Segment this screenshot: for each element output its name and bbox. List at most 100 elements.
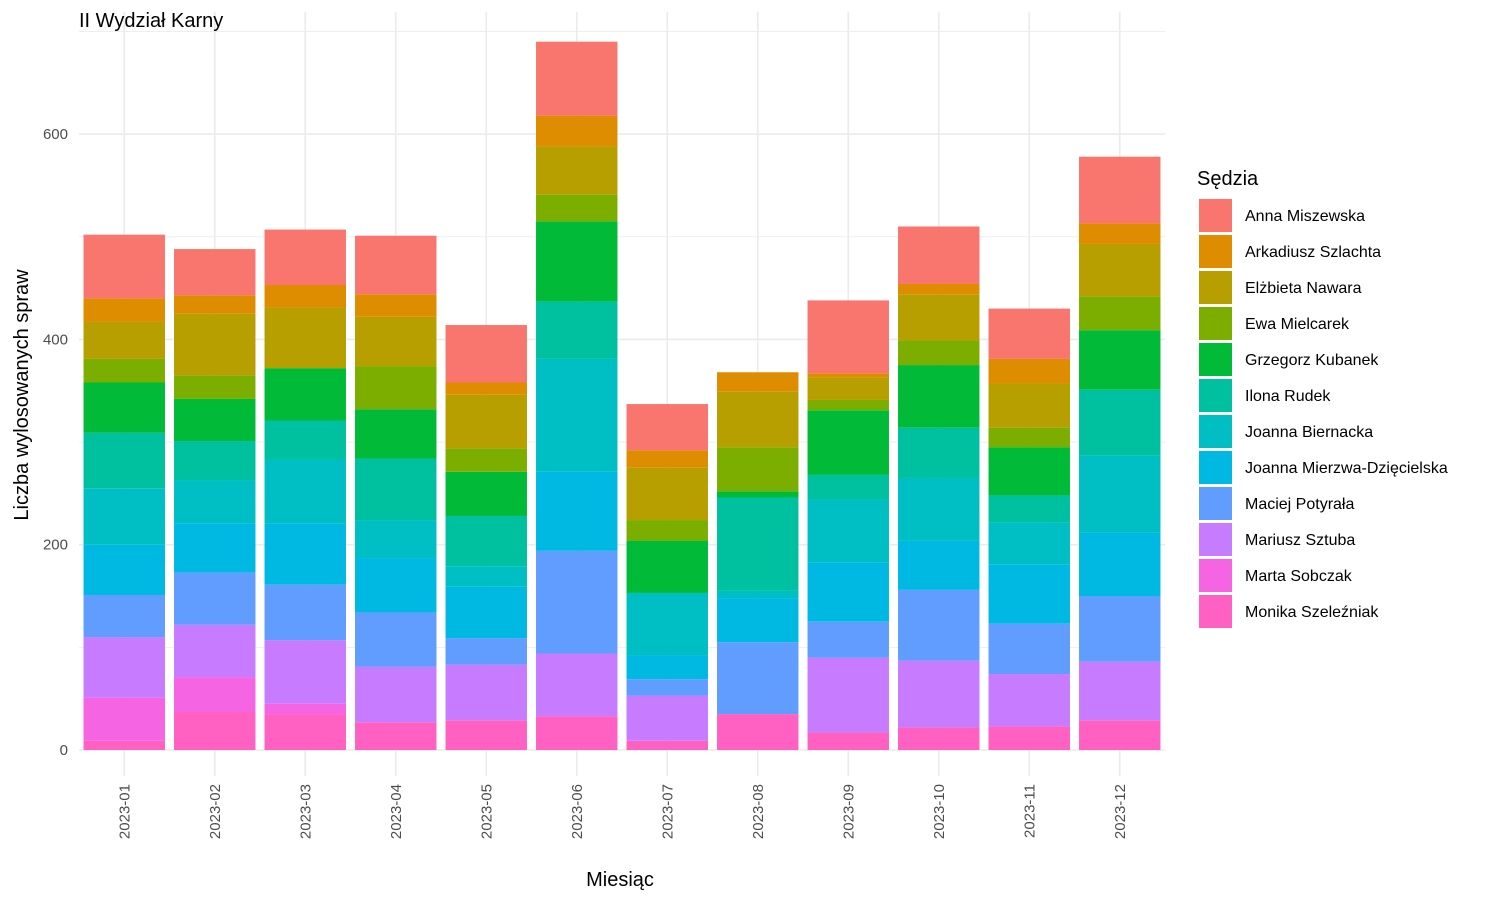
legend-swatch bbox=[1199, 379, 1232, 412]
bar-segment bbox=[717, 447, 799, 492]
bar-segment bbox=[445, 566, 527, 587]
bar-segment bbox=[626, 540, 708, 593]
bar-segment bbox=[536, 146, 618, 195]
bar-segment bbox=[536, 221, 618, 302]
bar-segment bbox=[988, 308, 1070, 359]
bar-segment bbox=[898, 660, 980, 728]
bar-segment bbox=[898, 294, 980, 341]
bar-segment bbox=[1079, 661, 1161, 721]
bar-segment bbox=[445, 515, 527, 567]
bar-segment bbox=[264, 523, 346, 585]
legend-title: Sędzia bbox=[1197, 168, 1259, 190]
bar-segment bbox=[1079, 532, 1161, 597]
bar-segment bbox=[536, 653, 618, 717]
legend-swatch bbox=[1199, 451, 1232, 484]
legend-swatch bbox=[1199, 415, 1232, 448]
bar-segment bbox=[988, 726, 1070, 750]
bar-segment bbox=[355, 666, 437, 723]
bar-stack-2023-06 bbox=[536, 41, 618, 750]
bar-segment bbox=[807, 377, 889, 400]
bar-segment bbox=[626, 740, 708, 750]
bar-segment bbox=[1079, 596, 1161, 662]
y-axis-ticks: 0 200 400 600 bbox=[43, 126, 68, 759]
bar-segment bbox=[264, 640, 346, 704]
bar-segment bbox=[807, 621, 889, 658]
bar-segment bbox=[355, 294, 437, 317]
x-tick-label: 2023-07 bbox=[659, 784, 676, 839]
bar-segment bbox=[807, 732, 889, 750]
bar-segment bbox=[898, 340, 980, 366]
bar-segment bbox=[355, 520, 437, 559]
x-tick-label: 2023-10 bbox=[931, 784, 948, 839]
legend-swatch bbox=[1199, 307, 1232, 340]
bar-segment bbox=[264, 368, 346, 421]
bar-segment bbox=[626, 592, 708, 656]
bar-segment bbox=[445, 448, 527, 472]
legend-swatch bbox=[1199, 271, 1232, 304]
bar-segment bbox=[717, 372, 799, 392]
y-tick-label: 0 bbox=[60, 742, 68, 759]
legend-swatch bbox=[1199, 523, 1232, 556]
x-axis-ticks: 2023-01 2023-02 2023-03 2023-04 2023-05 2023-… bbox=[116, 784, 1129, 839]
bar-segment bbox=[264, 307, 346, 369]
legend-label: Elżbieta Nawara bbox=[1245, 280, 1362, 297]
bar-segment bbox=[355, 366, 437, 410]
bar-segment bbox=[174, 249, 256, 296]
bar-segment bbox=[626, 695, 708, 741]
bar-stack-2023-04 bbox=[355, 235, 437, 750]
bar-segment bbox=[83, 488, 165, 545]
bar-segment bbox=[83, 697, 165, 741]
x-tick-label: 2023-09 bbox=[840, 784, 857, 839]
bar-segment bbox=[174, 398, 256, 442]
bar-segment bbox=[174, 375, 256, 399]
bar-stack-2023-11 bbox=[988, 308, 1070, 750]
legend-label: Ewa Mielcarek bbox=[1245, 316, 1350, 333]
legend: Sędzia Anna Miszewska Arkadiusz Szlachta E… bbox=[1197, 168, 1448, 628]
bar-segment bbox=[83, 432, 165, 489]
bar-segment bbox=[445, 394, 527, 449]
x-axis-title: Miesiąc bbox=[586, 869, 654, 891]
bar-segment bbox=[355, 235, 437, 295]
bar-segment bbox=[898, 226, 980, 284]
y-axis-title: Liczba wylosowanych spraw bbox=[11, 269, 33, 521]
bar-segment bbox=[174, 624, 256, 678]
bar-segment bbox=[445, 720, 527, 750]
bar-segment bbox=[988, 383, 1070, 428]
bar-segment bbox=[536, 716, 618, 750]
bar-segment bbox=[988, 495, 1070, 523]
bar-segment bbox=[626, 520, 708, 541]
bar-stack-2023-12 bbox=[1079, 156, 1161, 750]
bar-segment bbox=[83, 298, 165, 322]
bar-stack-2023-01 bbox=[83, 234, 165, 750]
legend-label: Arkadiusz Szlachta bbox=[1245, 244, 1381, 261]
legend-label: Joanna Mierzwa-Dzięcielska bbox=[1245, 460, 1448, 477]
legend-swatch bbox=[1199, 235, 1232, 268]
bar-segment bbox=[445, 586, 527, 639]
x-tick-label: 2023-02 bbox=[207, 784, 224, 839]
bar-stack-2023-10 bbox=[898, 226, 980, 750]
legend-swatch bbox=[1199, 487, 1232, 520]
bar-stack-2023-09 bbox=[807, 300, 889, 750]
bar-segment bbox=[898, 727, 980, 750]
bar-segment bbox=[807, 499, 889, 563]
bar-segment bbox=[717, 642, 799, 715]
bar-segment bbox=[445, 664, 527, 721]
bar-segment bbox=[626, 655, 708, 680]
x-tick-label: 2023-08 bbox=[750, 784, 767, 839]
bar-segment bbox=[626, 404, 708, 451]
bar-segment bbox=[807, 410, 889, 475]
bar-segment bbox=[898, 540, 980, 590]
bar-segment bbox=[445, 325, 527, 383]
bar-segment bbox=[174, 677, 256, 713]
legend-label: Ilona Rudek bbox=[1245, 388, 1331, 405]
legend-swatch bbox=[1199, 343, 1232, 376]
bar-stack-2023-02 bbox=[174, 249, 256, 750]
x-tick-label: 2023-05 bbox=[478, 784, 495, 839]
bar-stack-2023-08 bbox=[717, 372, 799, 750]
bar-segment bbox=[898, 589, 980, 661]
y-tick-label: 400 bbox=[43, 331, 68, 348]
bar-segment bbox=[264, 584, 346, 641]
bar-segment bbox=[807, 562, 889, 622]
bar-segment bbox=[988, 358, 1070, 384]
